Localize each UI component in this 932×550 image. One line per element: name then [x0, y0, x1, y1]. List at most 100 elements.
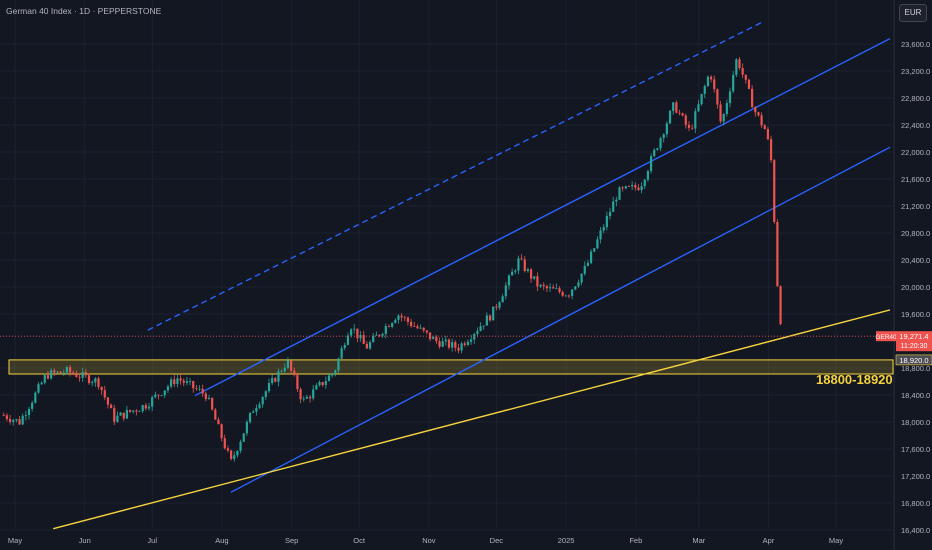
candle-up [672, 102, 675, 111]
candle-up [346, 335, 350, 345]
candle-up [312, 389, 315, 399]
candle-down [106, 397, 110, 405]
candle-down [488, 315, 492, 321]
candle-down [747, 79, 751, 89]
candle-up [618, 187, 621, 200]
candle-down [754, 107, 757, 113]
candle-down [97, 378, 100, 387]
candle-up [662, 134, 665, 139]
candle-down [760, 115, 763, 126]
currency-button[interactable]: EUR [899, 4, 927, 22]
zone-price-tag-bg [895, 354, 932, 366]
candle-down [763, 125, 766, 130]
candle-up [602, 227, 605, 231]
candle-up [252, 411, 255, 413]
candle-down [113, 408, 116, 422]
candle-down [308, 396, 312, 399]
candle-up [703, 86, 706, 94]
time-tick-label: Apr [763, 536, 775, 545]
candle-up [624, 186, 627, 189]
candle-down [637, 187, 640, 191]
candle-down [223, 438, 226, 449]
candle-up [725, 103, 728, 114]
support-zone-rect [8, 359, 894, 375]
candle-up [302, 398, 305, 400]
candle-up [185, 381, 188, 383]
candle-up [596, 239, 599, 249]
candle-down [627, 186, 631, 187]
candle-down [59, 371, 62, 373]
candle-down [68, 367, 72, 373]
price-tick-label: 18,400.0 [901, 391, 930, 400]
candle-up [141, 405, 144, 412]
time-tick-label: May [829, 536, 843, 545]
countdown-tag: 11:20:30 [901, 343, 928, 350]
candle-down [463, 343, 466, 345]
price-tick-label: 20,400.0 [901, 256, 930, 265]
candle-up [397, 315, 400, 320]
candle-up [656, 148, 659, 150]
symbol-tag: GER40 [875, 334, 897, 341]
candle-down [529, 269, 533, 279]
candle-down [691, 127, 694, 129]
candle-down [122, 412, 125, 419]
candle-up [599, 230, 602, 240]
candle-up [65, 367, 69, 373]
candle-up [375, 334, 378, 336]
channel-dashed-line [147, 21, 763, 331]
candle-up [507, 275, 511, 286]
candle-up [255, 407, 258, 412]
channel-lower-line [230, 146, 891, 493]
price-tags: GER40 19,271.4 11:20:30 18,920.0 [0, 331, 932, 366]
candle-up [24, 415, 27, 416]
candle-down [274, 378, 277, 382]
candle-up [555, 288, 558, 290]
candle-up [504, 285, 507, 297]
candle-up [21, 415, 24, 425]
candle-down [18, 419, 21, 425]
candle-down [709, 76, 713, 80]
candle-up [586, 262, 590, 266]
candle-up [694, 111, 697, 129]
channel-lines [53, 21, 891, 530]
candle-up [381, 333, 384, 336]
candle-up [533, 276, 536, 279]
candle-up [166, 386, 170, 391]
time-tick-label: Sep [285, 536, 298, 545]
candle-down [678, 112, 681, 114]
candle-up [340, 348, 343, 359]
candle-down [561, 292, 564, 296]
candle-up [473, 333, 476, 340]
price-axis[interactable]: 23,600.0 23,200.0 22,800.0 22,400.0 22,000.0… [893, 0, 930, 550]
candle-up [706, 76, 710, 87]
candle-up [501, 296, 504, 303]
candle-up [571, 289, 574, 296]
candle-up [267, 383, 271, 392]
candle-up [735, 59, 738, 75]
candle-up [242, 433, 245, 442]
candle-up [368, 342, 372, 349]
candle-up [441, 341, 444, 347]
time-axis[interactable]: May Jun Jul Aug Sep Oct Nov Dec 2025 Feb Mar Apr May [8, 536, 843, 545]
candle-down [378, 334, 381, 336]
candle-down [53, 370, 56, 373]
candle-up [539, 284, 542, 287]
candle-down [192, 381, 195, 389]
candle-down [409, 321, 413, 326]
time-tick-label: Mar [692, 536, 705, 545]
candle-up [649, 156, 653, 172]
candle-down [406, 317, 410, 322]
candle-up [12, 420, 15, 422]
candle-up [612, 201, 615, 212]
candle-down [220, 424, 223, 439]
candle-up [349, 329, 353, 336]
candle-up [50, 370, 53, 379]
time-tick-label: Feb [629, 536, 642, 545]
candle-down [103, 390, 106, 398]
candle-down [457, 347, 460, 351]
candle-up [324, 381, 327, 386]
channel-upper-line [194, 37, 891, 397]
yellow-trendline [53, 309, 891, 530]
candle-up [119, 412, 122, 416]
